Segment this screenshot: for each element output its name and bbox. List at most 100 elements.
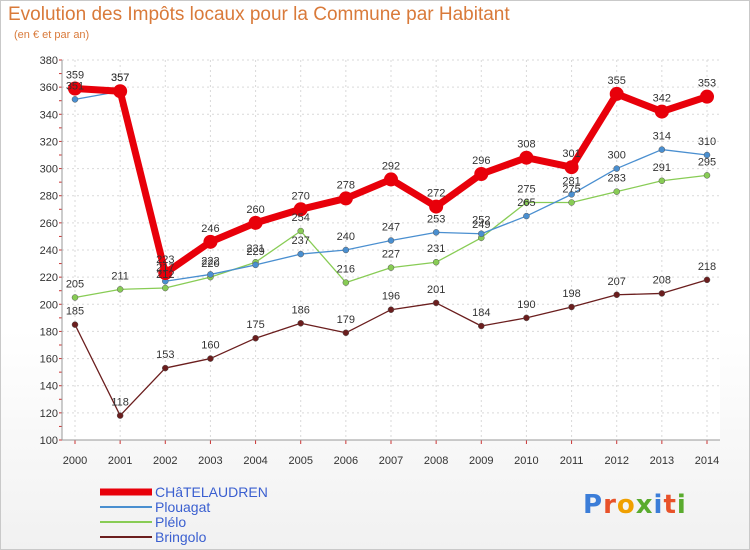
data-label: 231: [246, 243, 264, 255]
data-label: 212: [156, 269, 174, 281]
data-point: [297, 320, 304, 327]
data-point: [519, 150, 534, 165]
data-label: 246: [201, 223, 219, 235]
data-point: [387, 306, 395, 313]
data-point: [116, 412, 124, 419]
data-point: [71, 96, 79, 103]
data-point: [342, 246, 350, 254]
data-point: [297, 250, 304, 258]
data-label: 160: [201, 340, 219, 352]
data-label: 351: [66, 80, 84, 92]
data-point: [387, 264, 395, 271]
y-tick-label: 320: [40, 136, 58, 148]
proxiti-logo: Proxiti: [583, 490, 687, 520]
data-label: 314: [653, 131, 671, 143]
logo-letter: o: [616, 490, 636, 520]
data-point: [432, 299, 440, 307]
data-label: 229: [246, 246, 264, 258]
data-label: 295: [698, 156, 716, 168]
chart-subtitle: (en € et par an): [14, 29, 90, 41]
data-label: 208: [653, 274, 671, 286]
data-point: [71, 294, 79, 301]
data-label: 278: [337, 179, 355, 191]
y-tick-label: 360: [40, 82, 58, 94]
data-point: [162, 364, 169, 372]
data-label: 196: [382, 291, 400, 303]
data-point: [703, 151, 711, 159]
data-label: 342: [653, 93, 671, 105]
data-label: 247: [382, 222, 400, 234]
data-point: [523, 199, 530, 206]
data-point: [68, 81, 82, 96]
data-point: [432, 258, 440, 266]
data-point: [429, 199, 444, 214]
x-tick-label: 2004: [243, 455, 267, 467]
data-label: 281: [562, 175, 580, 187]
data-point: [162, 284, 169, 292]
data-label: 300: [608, 150, 626, 162]
x-tick-label: 2014: [695, 455, 719, 467]
data-point: [252, 334, 259, 342]
data-point: [207, 355, 214, 362]
data-point: [523, 314, 530, 322]
logo-letter: x: [635, 490, 654, 520]
data-label: 357: [111, 72, 129, 84]
data-point: [658, 146, 666, 153]
data-point: [700, 89, 714, 104]
y-tick-label: 120: [40, 408, 58, 420]
y-tick-label: 300: [40, 164, 58, 176]
data-point: [568, 303, 575, 311]
data-label: 283: [608, 173, 626, 185]
data-label: 296: [472, 155, 490, 167]
data-point: [116, 286, 124, 293]
data-label: 207: [608, 276, 626, 288]
data-point: [654, 104, 669, 119]
x-tick-label: 2009: [469, 455, 493, 467]
data-label: 118: [111, 397, 129, 409]
data-label: 249: [472, 219, 490, 231]
y-tick-label: 280: [40, 191, 58, 203]
logo-letter: r: [603, 490, 617, 520]
data-point: [609, 86, 624, 101]
x-tick-label: 2013: [650, 455, 674, 467]
data-label: 265: [517, 197, 535, 209]
data-label: 231: [427, 243, 445, 255]
x-tick-label: 2001: [108, 455, 132, 467]
x-tick-label: 2002: [153, 455, 177, 467]
data-label: 198: [562, 288, 580, 300]
data-label: 184: [472, 307, 490, 319]
data-label: 357: [111, 72, 129, 84]
data-point: [568, 191, 575, 198]
data-point: [658, 177, 666, 185]
data-label: 205: [66, 279, 84, 291]
x-tick-label: 2005: [288, 455, 312, 467]
data-point: [568, 199, 575, 206]
y-tick-label: 180: [40, 326, 58, 338]
data-label: 153: [156, 349, 174, 361]
x-tick-label: 2012: [604, 455, 628, 467]
y-tick-label: 220: [40, 272, 58, 284]
data-label: 222: [201, 255, 219, 267]
data-point: [613, 188, 620, 195]
legend-label: CHâTELAUDREN: [155, 484, 268, 500]
data-label: 301: [562, 148, 580, 160]
data-label: 216: [337, 264, 355, 276]
data-point: [338, 191, 353, 206]
y-tick-label: 160: [40, 354, 58, 366]
data-label: 240: [337, 231, 355, 243]
x-tick-label: 2003: [198, 455, 222, 467]
data-label: 252: [472, 215, 490, 227]
data-point: [297, 227, 304, 235]
data-point: [207, 271, 214, 278]
data-label: 220: [201, 258, 219, 270]
data-point: [613, 291, 620, 299]
legend-label: Bringolo: [155, 529, 207, 545]
x-tick-label: 2008: [424, 455, 448, 467]
data-label: 275: [562, 184, 580, 196]
data-label: 308: [517, 139, 535, 151]
data-point: [384, 172, 398, 187]
data-point: [342, 279, 350, 286]
data-point: [387, 237, 395, 244]
data-point: [703, 172, 711, 179]
data-point: [252, 261, 259, 269]
